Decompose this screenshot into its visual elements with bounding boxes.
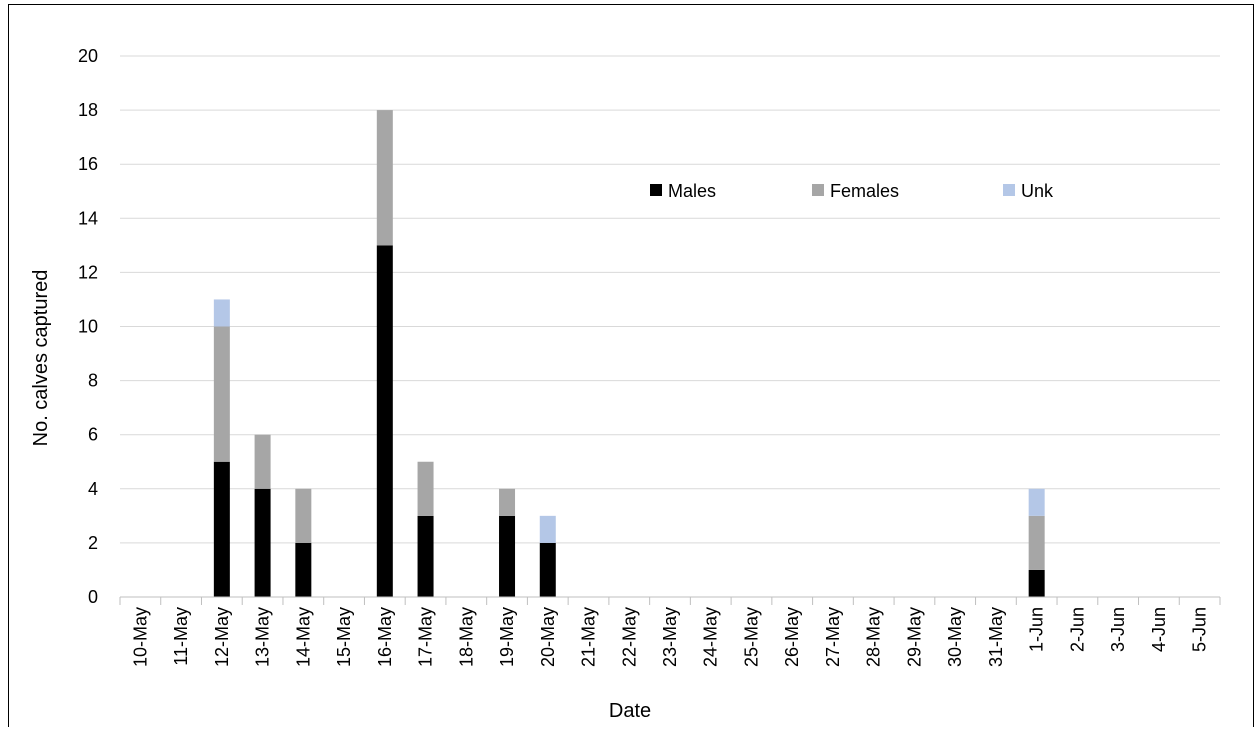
y-tick-label: 10 (78, 317, 98, 337)
y-tick-label: 18 (78, 100, 98, 120)
y-tick-label: 8 (88, 371, 98, 391)
legend-swatch-females (812, 184, 824, 196)
x-tick-label: 15-May (334, 607, 354, 667)
bar-males-20-may (539, 542, 556, 597)
y-tick-labels: 0 2 4 6 8 10 12 14 16 18 20 (78, 46, 98, 607)
legend-swatch-unk (1003, 184, 1015, 196)
y-tick-label: 4 (88, 479, 98, 499)
x-tick-label: 21-May (579, 607, 599, 667)
x-tick-label: 11-May (171, 607, 191, 666)
x-tick-label: 26-May (782, 607, 802, 667)
bars (213, 110, 1045, 597)
legend-label-females: Females (830, 181, 899, 201)
y-tick-label: 2 (88, 533, 98, 553)
gridlines (120, 55, 1220, 544)
bar-unk-12-may (213, 299, 230, 327)
x-tick-label: 24-May (701, 607, 721, 667)
bar-males-13-may (254, 488, 271, 597)
legend-label-unk: Unk (1021, 181, 1054, 201)
x-tick-label: 4-Jun (1149, 607, 1169, 652)
legend: Males Females Unk (650, 181, 1054, 201)
axes (119, 596, 1221, 605)
bar-males-1-jun (1028, 569, 1045, 597)
x-tick-label: 17-May (416, 607, 436, 667)
x-tick-label: 27-May (823, 607, 843, 667)
x-tick-label: 13-May (253, 607, 273, 667)
x-tick-label: 18-May (456, 607, 476, 667)
x-tick-label: 2-Jun (1067, 607, 1087, 652)
bar-unk-1-jun (1028, 488, 1045, 516)
y-tick-label: 16 (78, 154, 98, 174)
legend-swatch-males (650, 184, 662, 196)
y-tick-label: 12 (78, 262, 98, 282)
bar-females-12-may (213, 326, 230, 462)
x-tick-label: 3-Jun (1108, 607, 1128, 652)
x-tick-labels: 10-May 11-May 12-May 13-May 14-May 15-May 16-M… (130, 607, 1209, 667)
x-tick-label: 5-Jun (1190, 607, 1210, 652)
x-tick-label: 1-Jun (1027, 607, 1047, 652)
x-tick-label: 14-May (293, 607, 313, 667)
x-tick-label: 20-May (538, 607, 558, 667)
y-tick-label: 6 (88, 425, 98, 445)
x-tick-label: 30-May (945, 607, 965, 667)
bar-males-14-may (295, 542, 312, 597)
x-tick-label: 29-May (904, 607, 924, 667)
x-tick-label: 31-May (986, 607, 1006, 667)
bar-males-17-may (417, 515, 434, 597)
x-tick-label: 10-May (130, 607, 150, 667)
x-axis-title: Date (609, 700, 651, 722)
legend-label-males: Males (668, 181, 716, 201)
y-axis-title: No. calves captured (30, 270, 52, 447)
x-tick-label: 16-May (375, 607, 395, 667)
y-tick-label: 0 (88, 587, 98, 607)
x-tick-label: 25-May (741, 607, 761, 667)
bar-females-16-may (376, 110, 393, 246)
bar-females-19-may (499, 488, 516, 516)
y-tick-label: 20 (78, 46, 98, 66)
bar-females-1-jun (1028, 515, 1045, 570)
x-tick-label: 22-May (619, 607, 639, 667)
bar-females-17-may (417, 461, 434, 516)
y-tick-label: 14 (78, 208, 98, 228)
x-tick-label: 23-May (660, 607, 680, 667)
bar-males-12-may (213, 461, 230, 597)
bar-females-14-may (295, 488, 312, 543)
bar-males-16-may (376, 245, 393, 597)
bar-males-19-may (499, 515, 516, 597)
bar-females-13-may (254, 434, 271, 489)
x-tick-label: 28-May (864, 607, 884, 667)
chart-frame (8, 4, 1254, 727)
bar-unk-20-may (539, 515, 556, 543)
x-tick-label: 12-May (212, 607, 232, 667)
x-tick-label: 19-May (497, 607, 517, 667)
